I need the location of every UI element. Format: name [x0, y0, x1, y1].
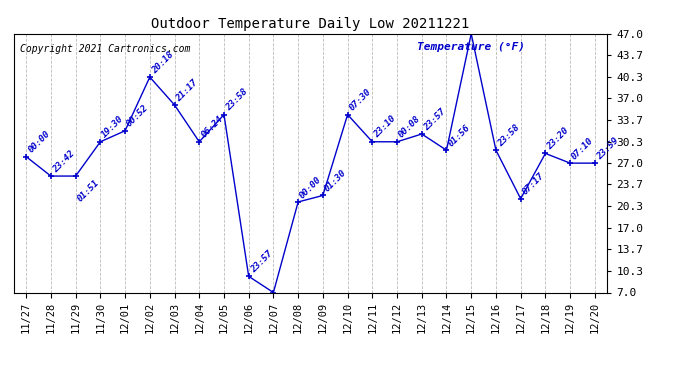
- Text: 23:59: 23:59: [595, 136, 620, 161]
- Text: 23:20: 23:20: [545, 126, 571, 152]
- Text: 07:10: 07:10: [570, 136, 595, 161]
- Text: Copyright 2021 Cartronics.com: Copyright 2021 Cartronics.com: [20, 44, 190, 54]
- Text: 01:30: 01:30: [323, 168, 348, 194]
- Text: 06:24: 06:24: [199, 114, 225, 140]
- Text: 23:58: 23:58: [224, 87, 249, 112]
- Text: 03:35: 03:35: [0, 374, 1, 375]
- Text: 19:30: 19:30: [100, 114, 126, 140]
- Text: 23:10: 23:10: [373, 114, 397, 140]
- Text: 23:42: 23:42: [51, 149, 77, 174]
- Text: 00:00: 00:00: [26, 129, 52, 155]
- Text: 23:57: 23:57: [422, 107, 447, 132]
- Text: Temperature (°F): Temperature (°F): [417, 42, 525, 51]
- Text: 01:56: 01:56: [446, 123, 472, 148]
- Text: 23:58: 23:58: [496, 123, 522, 148]
- Text: 07:17: 07:17: [521, 171, 546, 197]
- Text: 00:00: 00:00: [298, 175, 324, 200]
- Text: 23:57: 23:57: [248, 249, 274, 274]
- Text: 07:30: 07:30: [348, 87, 373, 112]
- Text: 00:08: 00:08: [397, 114, 422, 140]
- Text: 01:51: 01:51: [76, 178, 101, 203]
- Title: Outdoor Temperature Daily Low 20211221: Outdoor Temperature Daily Low 20211221: [151, 17, 470, 31]
- Text: 00:52: 00:52: [125, 104, 150, 129]
- Text: 20:18: 20:18: [150, 50, 175, 75]
- Text: 21:17: 21:17: [175, 78, 200, 103]
- Text: 00:00: 00:00: [0, 374, 1, 375]
